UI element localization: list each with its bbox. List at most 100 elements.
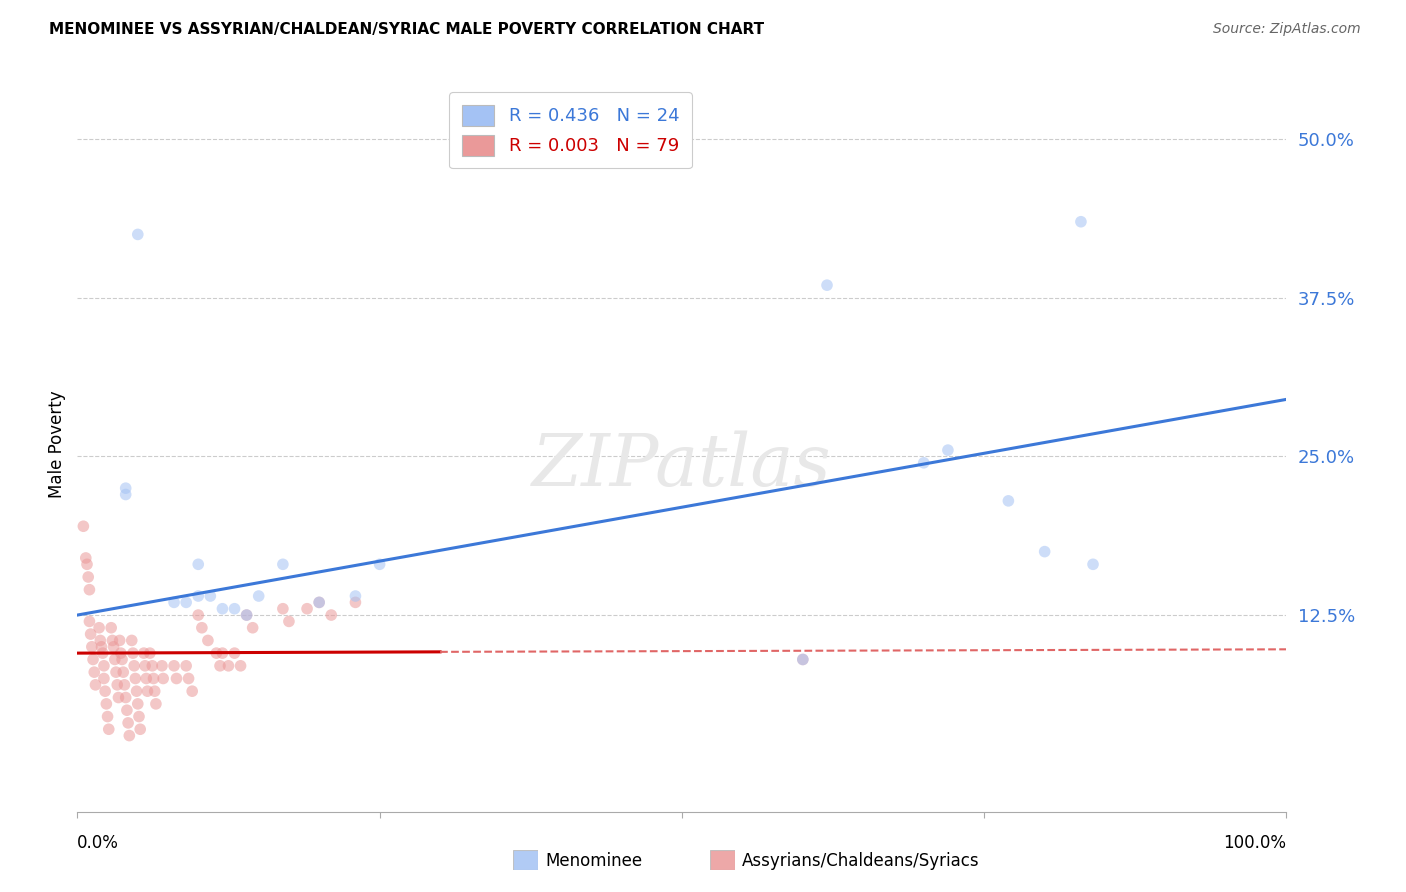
Point: [82, 652, 104, 666]
Point: [96, 697, 118, 711]
Point: [132, 646, 155, 660]
Point: [143, 684, 166, 698]
Point: [79, 627, 101, 641]
Point: [815, 278, 838, 293]
Text: 0.0%: 0.0%: [77, 834, 120, 852]
Text: 100.0%: 100.0%: [1223, 834, 1286, 852]
Point: [163, 658, 186, 673]
Point: [271, 558, 294, 572]
Point: [321, 608, 343, 623]
Point: [135, 672, 157, 686]
Text: Source: ZipAtlas.com: Source: ZipAtlas.com: [1213, 22, 1361, 37]
Point: [79, 582, 101, 597]
Legend: R = 0.436   N = 24, R = 0.003   N = 79: R = 0.436 N = 24, R = 0.003 N = 79: [449, 92, 692, 169]
Point: [114, 678, 136, 692]
Point: [72, 519, 94, 533]
Point: [114, 487, 136, 501]
Point: [224, 601, 246, 615]
Point: [1070, 215, 1092, 229]
Point: [129, 723, 152, 737]
Point: [111, 652, 134, 666]
Point: [936, 443, 959, 458]
Point: [105, 665, 128, 680]
Point: [197, 633, 219, 648]
Point: [93, 672, 115, 686]
Point: [136, 684, 159, 698]
Point: [218, 658, 240, 673]
Point: [127, 227, 149, 242]
Point: [100, 621, 122, 635]
Point: [145, 697, 167, 711]
Point: [271, 601, 294, 615]
Point: [139, 646, 162, 660]
Point: [124, 672, 146, 686]
Point: [792, 652, 814, 666]
Point: [344, 595, 367, 609]
Point: [150, 658, 173, 673]
Point: [80, 640, 103, 654]
Point: [200, 589, 222, 603]
Point: [247, 589, 270, 603]
Point: [104, 652, 127, 666]
Point: [94, 684, 117, 698]
Point: [101, 633, 124, 648]
Point: [93, 658, 115, 673]
Text: MENOMINEE VS ASSYRIAN/CHALDEAN/SYRIAC MALE POVERTY CORRELATION CHART: MENOMINEE VS ASSYRIAN/CHALDEAN/SYRIAC MA…: [49, 22, 765, 37]
Point: [187, 589, 209, 603]
Point: [308, 595, 330, 609]
Point: [91, 646, 114, 660]
Point: [308, 595, 330, 609]
Point: [166, 672, 188, 686]
Point: [128, 709, 150, 723]
Point: [211, 601, 233, 615]
Point: [229, 658, 252, 673]
Point: [110, 646, 132, 660]
Point: [134, 658, 156, 673]
Point: [187, 558, 209, 572]
Point: [115, 703, 138, 717]
Point: [117, 715, 139, 730]
Point: [90, 640, 112, 654]
Point: [96, 709, 118, 723]
Point: [208, 658, 231, 673]
Point: [792, 652, 814, 666]
Point: [122, 658, 145, 673]
Point: [242, 621, 264, 635]
Point: [103, 640, 125, 654]
Point: [1081, 558, 1104, 572]
Point: [205, 646, 228, 660]
Point: [1033, 544, 1056, 558]
Point: [187, 608, 209, 623]
Point: [97, 723, 120, 737]
Point: [114, 481, 136, 495]
Point: [114, 690, 136, 705]
Point: [107, 690, 129, 705]
Point: [87, 621, 110, 635]
Point: [235, 608, 257, 623]
Point: [76, 558, 98, 572]
Point: [141, 658, 163, 673]
Point: [191, 621, 214, 635]
Text: ZIPatlas: ZIPatlas: [531, 431, 832, 501]
Point: [912, 456, 935, 470]
Point: [163, 595, 186, 609]
Y-axis label: Male Poverty: Male Poverty: [48, 390, 66, 498]
Point: [125, 684, 148, 698]
Point: [344, 589, 367, 603]
Point: [177, 672, 200, 686]
Point: [77, 570, 100, 584]
Point: [112, 665, 135, 680]
Point: [89, 633, 111, 648]
Point: [181, 684, 204, 698]
Point: [83, 665, 105, 680]
Point: [224, 646, 246, 660]
Point: [235, 608, 257, 623]
Point: [75, 551, 97, 566]
Point: [118, 729, 141, 743]
Point: [79, 615, 101, 629]
Text: Menominee: Menominee: [546, 852, 643, 870]
Point: [142, 672, 165, 686]
Point: [84, 678, 107, 692]
Point: [997, 494, 1019, 508]
Point: [152, 672, 174, 686]
